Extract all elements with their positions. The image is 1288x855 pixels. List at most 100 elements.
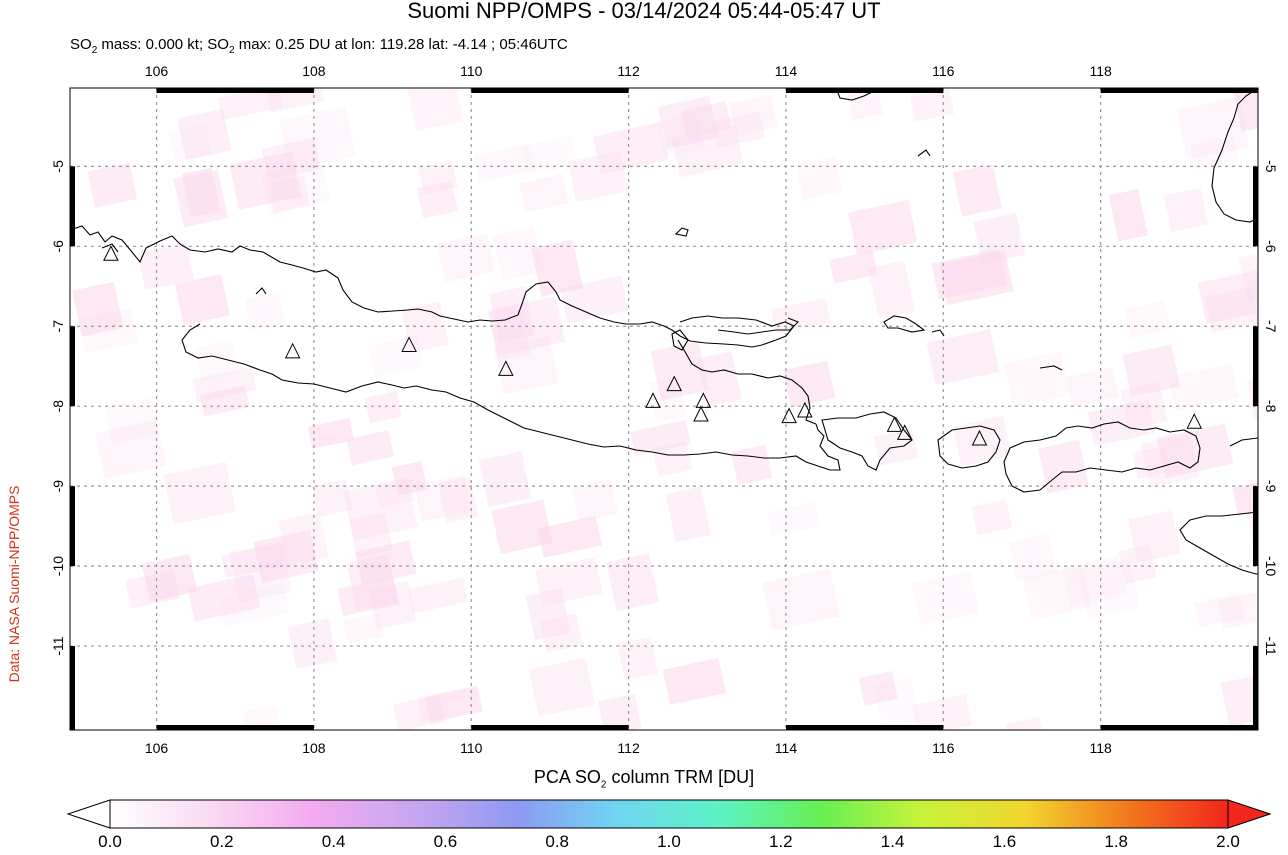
lon-tick-label-bottom: 108 [302, 740, 326, 756]
so2-pixel [343, 613, 384, 644]
so2-pixel [868, 260, 915, 319]
lat-tick-label-right: -7 [1263, 320, 1279, 333]
so2-pixel [528, 657, 596, 717]
border-band [70, 326, 75, 407]
so2-pixel [567, 150, 629, 203]
so2-pixel [1176, 96, 1250, 160]
lat-tick-label-left: -5 [50, 160, 66, 173]
lat-tick-label-left: -9 [50, 480, 66, 493]
so2-pixel [181, 167, 221, 218]
triangle-icon [284, 342, 301, 359]
so2-pixel [137, 242, 195, 290]
so2-pixel [125, 569, 180, 609]
so2-pixel [1233, 88, 1258, 132]
colorbar-tick-label: 0.6 [433, 832, 458, 851]
so2-pixel [407, 577, 469, 614]
so2-pixel [424, 685, 484, 723]
map-frame [69, 87, 1259, 731]
colorbar-tick-label: 0.2 [209, 832, 234, 851]
border-band [471, 725, 629, 730]
triangle-icon [666, 375, 683, 392]
border-band [1253, 166, 1258, 247]
triangle-icon [1186, 413, 1203, 429]
so2-pixel [847, 199, 918, 256]
so2-pixel [279, 106, 357, 171]
so2-pixel [260, 160, 331, 215]
so2-pixel [436, 233, 495, 283]
so2-pixel [1190, 136, 1239, 170]
so2-mass-prefix: SO [70, 36, 92, 53]
so2-pixel [416, 180, 459, 219]
so2-pixel [346, 430, 395, 466]
so2-summary: SO2 mass: 0.000 kt; SO2 max: 0.25 DU at … [70, 36, 568, 56]
coastline-lombok [937, 425, 1001, 469]
so2-pixel [199, 385, 250, 417]
colorbar-tick-label: 0.4 [321, 832, 346, 851]
so2-pixel [697, 351, 742, 407]
lat-tick-label-right: -10 [1263, 556, 1279, 576]
lon-tick-label-bottom: 112 [617, 740, 640, 756]
lat-tick-label-right: -5 [1263, 160, 1279, 173]
so2-pixel [168, 124, 212, 163]
so2-pixel [662, 658, 726, 705]
so2-pixel [1193, 593, 1245, 628]
lon-tick-label-bottom: 116 [932, 740, 955, 756]
colorbar-tick-label: 1.0 [657, 832, 681, 851]
triangle-icon [896, 424, 913, 440]
so2-pixel-layer [72, 88, 1258, 730]
colorbar-tick-label: 1.6 [992, 832, 1017, 851]
so2-pixel [487, 305, 531, 362]
so2-pixel [1140, 433, 1200, 488]
so2-pixel [795, 156, 843, 200]
graticule [70, 88, 1258, 730]
colorbar-tick-label: 1.4 [880, 832, 905, 851]
so2-pixel [491, 499, 553, 555]
coastline-sumatra [70, 225, 795, 348]
lon-tick-label-bottom: 118 [1089, 740, 1112, 756]
so2-pixel [650, 341, 709, 401]
so2-pixel [192, 366, 257, 403]
border-band [70, 486, 75, 567]
so2-pixel [521, 135, 578, 175]
triangle-icon [498, 360, 514, 376]
so2-pixel [783, 360, 836, 408]
lat-tick-label-left: -8 [50, 400, 66, 413]
border-band [70, 166, 75, 247]
triangle-icon [781, 407, 797, 424]
triangle-icon [103, 245, 119, 261]
colorbar-label: PCA SO2 column TRM [DU] [0, 767, 1288, 791]
volcano-layer [103, 245, 1203, 446]
so2-pixel [177, 108, 232, 161]
so2-mass-subscript: 2 [91, 45, 98, 56]
lat-tick-label-right: -11 [1263, 636, 1279, 655]
so2-pixel [392, 694, 446, 730]
lon-tick-label-bottom: 110 [460, 740, 483, 756]
border-band [471, 88, 629, 93]
lon-tick-label-top: 114 [775, 63, 798, 79]
so2-pixel [597, 693, 642, 730]
so2-pixel [278, 512, 329, 566]
lon-tick-label-top: 116 [932, 63, 955, 79]
so2-pixel [973, 212, 1026, 265]
coastline-flores [1229, 437, 1258, 447]
so2-pixel [187, 574, 261, 622]
so2-pixel [1168, 363, 1239, 412]
so2-pixel [287, 618, 338, 670]
so2-pixel [163, 461, 236, 525]
island-bawean [671, 329, 689, 351]
lon-tick-label-bottom: 106 [145, 740, 169, 756]
so2-pixel [1087, 399, 1156, 447]
so2-pixel [1008, 533, 1058, 582]
so2-pixel [364, 391, 402, 424]
so2-pixel [829, 250, 878, 284]
lon-tick-label-top: 106 [145, 63, 169, 79]
lon-tick-label-top: 108 [302, 63, 326, 79]
colorbar-tick-label: 1.2 [768, 832, 793, 851]
so2-pixel [593, 122, 669, 175]
so2-pixel [606, 553, 660, 612]
border-band [1100, 725, 1258, 730]
so2-pixel [537, 515, 602, 558]
triangle-icon [693, 405, 709, 422]
so2-pixel [1066, 367, 1119, 407]
